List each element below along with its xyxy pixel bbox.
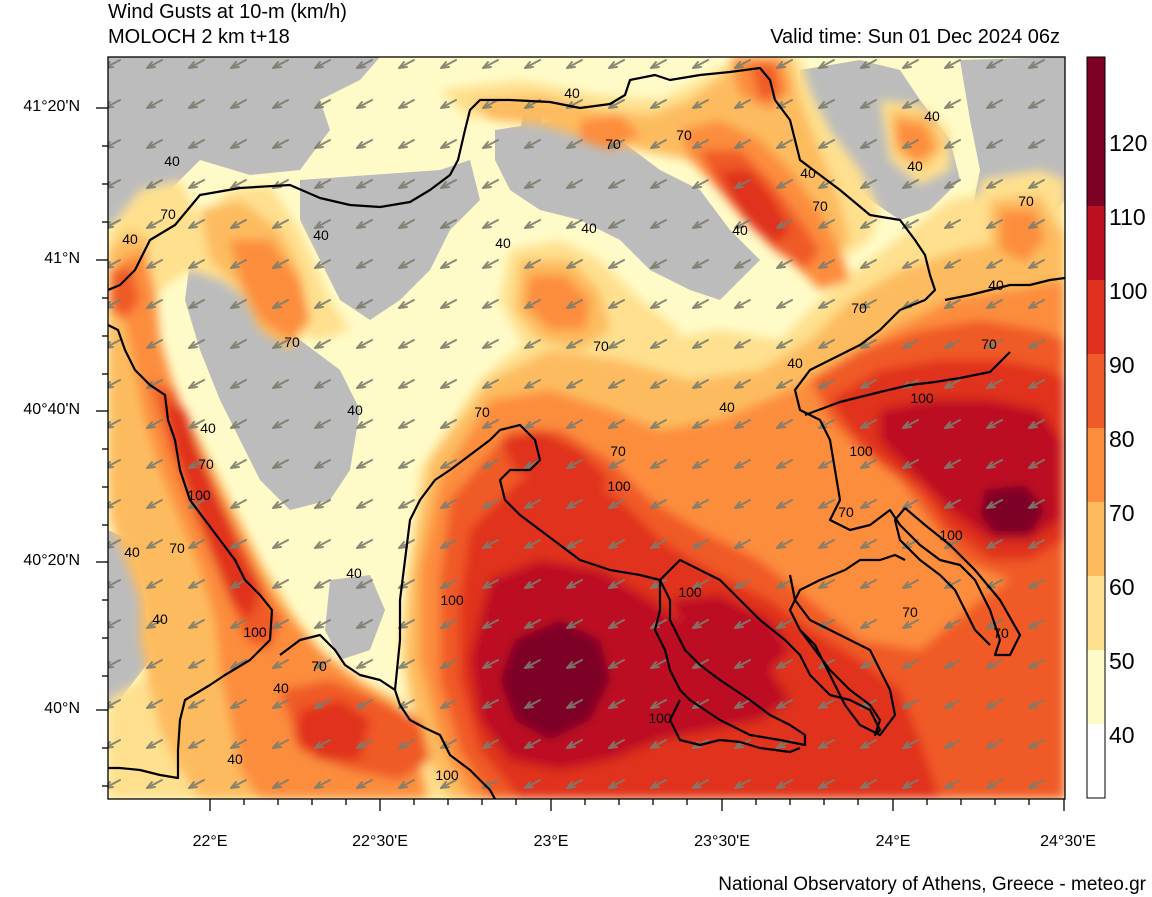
- contour-label: 100: [939, 527, 963, 543]
- contour-label: 40: [988, 277, 1004, 293]
- contour-label: 100: [187, 487, 211, 503]
- colorbar-swatch: [1087, 206, 1105, 280]
- lon-label: 23°E: [533, 833, 569, 850]
- contour-label: 70: [198, 456, 214, 472]
- lon-label: 22°E: [192, 833, 228, 850]
- contour-label: 40: [152, 611, 168, 627]
- contour-label: 40: [907, 158, 923, 174]
- colorbar-label: 120: [1109, 130, 1148, 156]
- colorbar-swatch: [1087, 57, 1105, 206]
- contour-label: 40: [719, 399, 735, 415]
- colorbar-label: 40: [1109, 722, 1135, 748]
- contour-label: 70: [169, 540, 185, 556]
- lon-label: 23°30'E: [694, 833, 750, 850]
- contour-label: 70: [993, 625, 1009, 641]
- contour-label: 40: [800, 165, 816, 181]
- contour-label: 40: [581, 220, 597, 236]
- lat-label: 40°20'N: [23, 552, 80, 569]
- contour-label: 70: [1018, 193, 1034, 209]
- contour-label: 40: [164, 153, 180, 169]
- lon-label: 24°30'E: [1040, 833, 1096, 850]
- contour-label: 100: [849, 443, 873, 459]
- contour-label: 40: [200, 420, 216, 436]
- credit-text: National Observatory of Athens, Greece -…: [718, 874, 1146, 895]
- lat-ticks: [96, 107, 108, 787]
- contour-label: 70: [311, 658, 327, 674]
- map-frame: [107, 56, 1066, 800]
- colorbar-swatch: [1087, 650, 1105, 724]
- lon-label: 22°30'E: [352, 833, 408, 850]
- contour-label: 70: [902, 604, 918, 620]
- contour-label: 40: [122, 231, 138, 247]
- contour-label: 70: [838, 504, 854, 520]
- map-title: Wind Gusts at 10-m (km/h): [108, 1, 347, 23]
- contour-label: 70: [474, 404, 490, 420]
- contour-label: 40: [564, 85, 580, 101]
- colorbar-label: 60: [1109, 574, 1135, 600]
- contour-label: 40: [124, 544, 140, 560]
- contour-label: 100: [435, 767, 459, 783]
- colorbar: [1086, 56, 1106, 799]
- contour-label: 70: [284, 334, 300, 350]
- colorbar-swatch: [1087, 724, 1105, 798]
- contour-label: 70: [605, 136, 621, 152]
- contour-label: 70: [676, 127, 692, 143]
- lat-label: 41°20'N: [23, 98, 80, 115]
- contour-label: 40: [227, 751, 243, 767]
- colorbar-swatch: [1087, 280, 1105, 354]
- contour-label: 100: [910, 390, 934, 406]
- colorbar-label: 70: [1109, 500, 1135, 526]
- colorbar-label: 110: [1109, 204, 1146, 230]
- contour-label: 70: [851, 300, 867, 316]
- contour-label: 70: [812, 198, 828, 214]
- valid-time: Valid time: Sun 01 Dec 2024 06z: [770, 26, 1060, 48]
- colorbar-swatch: [1087, 576, 1105, 650]
- contour-label: 40: [346, 565, 362, 581]
- contour-label: 100: [678, 584, 702, 600]
- contour-label: 40: [313, 227, 329, 243]
- colorbar-label: 90: [1109, 352, 1135, 378]
- colorbar-swatch: [1087, 354, 1105, 428]
- contour-label: 40: [924, 108, 940, 124]
- colorbar-label: 100: [1109, 278, 1148, 304]
- colorbar-label: 80: [1109, 426, 1135, 452]
- model-run-label: MOLOCH 2 km t+18: [108, 26, 290, 48]
- lat-label: 40°N: [44, 700, 80, 717]
- lat-label: 41°N: [44, 250, 80, 267]
- contour-labels: 40 70 40 70 40 40 40 70 40 40 70 40 40 7…: [122, 85, 1034, 783]
- coastlines-borders: [108, 66, 1065, 799]
- lon-ticks: [209, 799, 1065, 811]
- contour-label: 100: [648, 710, 672, 726]
- lat-label: 40°40'N: [23, 401, 80, 418]
- colorbar-swatch: [1087, 502, 1105, 576]
- contour-label: 40: [732, 222, 748, 238]
- contour-label: 100: [607, 478, 631, 494]
- contour-label: 40: [347, 402, 363, 418]
- colorbar-label: 50: [1109, 648, 1135, 674]
- map-area: 40 70 40 70 40 40 40 70 40 40 70 40 40 7…: [108, 57, 1065, 799]
- contour-label: 70: [610, 443, 626, 459]
- contour-label: 70: [160, 206, 176, 222]
- contour-label: 100: [243, 624, 267, 640]
- colorbar-swatch: [1087, 428, 1105, 502]
- lon-label: 24°E: [875, 833, 911, 850]
- contour-label: 40: [787, 355, 803, 371]
- contour-label: 40: [495, 235, 511, 251]
- contour-label: 70: [981, 336, 997, 352]
- contour-label: 40: [273, 680, 289, 696]
- contour-label: 70: [593, 338, 609, 354]
- contour-label: 100: [440, 592, 464, 608]
